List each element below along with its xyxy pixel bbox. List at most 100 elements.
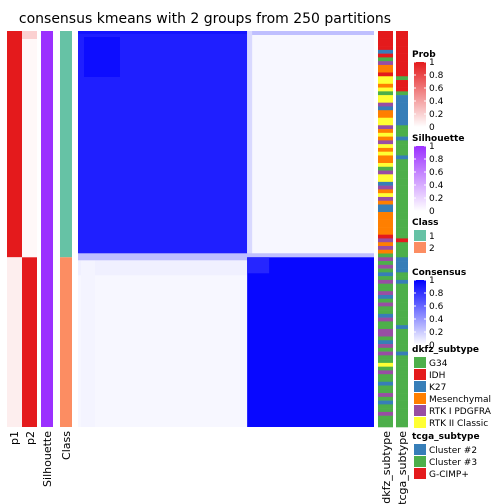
legend-tick-label: 1 — [429, 142, 435, 152]
tcga-subtype-cell — [396, 257, 408, 262]
tcga-subtype-cell — [396, 268, 408, 273]
tcga-subtype-cell — [396, 355, 408, 360]
tcga-subtype-cell — [396, 91, 408, 96]
dkfz-subtype-cell — [378, 170, 393, 175]
legend-item-label: Cluster #3 — [429, 458, 477, 468]
dkfz-subtype-cell — [378, 178, 393, 183]
tcga-subtype-cell — [396, 61, 408, 66]
consensus-divider-row — [78, 253, 374, 261]
dkfz-subtype-cell — [378, 306, 393, 311]
dkfz-subtype-cell — [378, 423, 393, 428]
tcga-subtype-cell — [396, 170, 408, 175]
tcga-subtype-cell — [396, 328, 408, 334]
tcga-subtype-cell — [396, 272, 408, 277]
legend-tick-label: 0.2 — [429, 328, 443, 338]
dkfz-subtype-cell — [378, 204, 393, 209]
legend-swatch — [414, 468, 426, 479]
consensus-off-strip-bottom — [78, 257, 248, 276]
tcga-subtype-cell — [396, 98, 408, 103]
legend-item-label: Mesenchymal — [429, 395, 491, 405]
tcga-subtype-cell — [396, 196, 408, 202]
tcga-subtype-cell — [396, 400, 408, 405]
legend-tick-label: 0.6 — [429, 302, 444, 312]
silhouette-cell — [41, 31, 53, 427]
legend-tick-label: 0.4 — [429, 315, 444, 325]
consensus-off-strip-left — [247, 31, 253, 258]
tcga-subtype-cell — [396, 144, 408, 149]
dkfz-subtype-cell — [378, 249, 393, 254]
dkfz-subtype-cell — [378, 219, 393, 224]
tcga-subtype-cell — [396, 136, 408, 141]
dkfz-subtype-cell — [378, 381, 393, 386]
legend-swatch — [414, 381, 426, 392]
legend-tick-label: 0.8 — [429, 71, 444, 81]
legend-title-class: Class — [412, 218, 438, 228]
dkfz-subtype-cell — [378, 230, 393, 235]
dkfz-subtype-cell — [378, 76, 393, 81]
tcga-subtype-cell — [396, 185, 408, 190]
tcga-subtype-cell — [396, 344, 408, 349]
dkfz-subtype-cell — [378, 132, 393, 137]
tcga-subtype-cell — [396, 340, 408, 345]
legend-tick-label: 0.8 — [429, 289, 444, 299]
dkfz-subtype-cell — [378, 166, 393, 171]
dkfz-subtype-cell — [378, 245, 393, 251]
legend-tick-label: 0.4 — [429, 97, 444, 107]
legend-tick-label: 0 — [429, 341, 435, 351]
tcga-subtype-cell — [396, 53, 408, 58]
legend-tick-label: 0 — [429, 123, 435, 133]
tcga-subtype-cell — [396, 347, 408, 352]
dkfz-subtype-cell — [378, 181, 393, 186]
tcga-subtype-cell — [396, 298, 408, 303]
dkfz-subtype-cell — [378, 283, 393, 288]
dkfz-subtype-cell — [378, 370, 393, 375]
dkfz-subtype-cell — [378, 193, 393, 198]
row-annotation-columns — [378, 31, 408, 428]
tcga-subtype-cell — [396, 31, 408, 36]
dkfz-subtype-cell — [378, 400, 393, 405]
tcga-subtype-cell — [396, 423, 408, 428]
dkfz-subtype-cell — [378, 185, 393, 190]
dkfz-subtype-cell — [378, 215, 393, 220]
dkfz-subtype-cell — [378, 46, 393, 51]
tcga-subtype-cell — [396, 310, 408, 315]
tcga-subtype-cell — [396, 193, 408, 198]
tcga-subtype-cell — [396, 204, 408, 209]
legend-tick-label: 0.4 — [429, 181, 444, 191]
dkfz-subtype-cell — [378, 223, 393, 228]
dkfz-subtype-cell — [378, 336, 393, 341]
tcga-subtype-cell — [396, 155, 408, 160]
tcga-subtype-cell — [396, 261, 408, 266]
legend-tick-label: 0.6 — [429, 168, 444, 178]
tcga-subtype-cell — [396, 234, 408, 239]
dkfz-subtype-cell — [378, 42, 393, 47]
column-label-dkfz-subtype: dkfz_subtype — [380, 431, 393, 504]
dkfz-subtype-cell — [378, 102, 393, 107]
tcga-subtype-cell — [396, 302, 408, 307]
dkfz-subtype-cell — [378, 234, 393, 239]
legend-gradient-silhouette — [414, 146, 426, 211]
legend-tick-label: 0.6 — [429, 84, 444, 94]
dkfz-subtype-cell — [378, 200, 393, 205]
consensus-block-group2-edge — [247, 257, 270, 274]
dkfz-subtype-cell — [378, 408, 393, 413]
tcga-subtype-cell — [396, 351, 408, 356]
tcga-subtype-cell — [396, 189, 408, 194]
dkfz-subtype-cell — [378, 129, 393, 134]
dkfz-subtype-cell — [378, 355, 393, 360]
tcga-subtype-cell — [396, 374, 408, 379]
dkfz-subtype-cell — [378, 144, 393, 149]
tcga-subtype-cell — [396, 200, 408, 205]
dkfz-subtype-cell — [378, 317, 393, 322]
tcga-subtype-cell — [396, 238, 408, 243]
tcga-subtype-cell — [396, 46, 408, 51]
dkfz-subtype-cell — [378, 302, 393, 307]
tcga-subtype-cell — [396, 34, 408, 39]
dkfz-subtype-cell — [378, 196, 393, 202]
tcga-subtype-cell — [396, 332, 408, 337]
tcga-subtype-cell — [396, 393, 408, 398]
tcga-subtype-cell — [396, 166, 408, 171]
dkfz-subtype-cell — [378, 163, 393, 168]
p1-group2-cell — [7, 257, 22, 427]
dkfz-subtype-cell — [378, 393, 393, 398]
